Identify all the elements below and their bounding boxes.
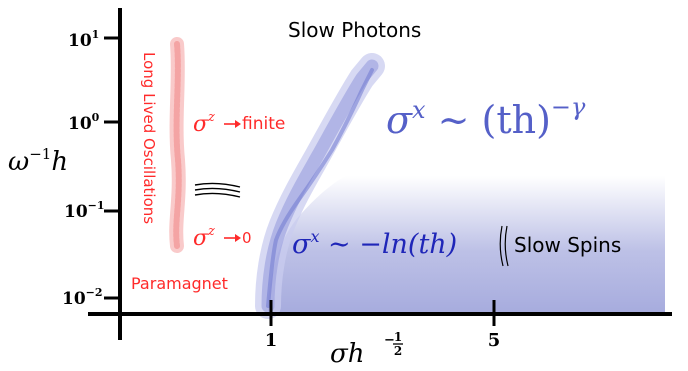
x-tick-label: 1	[265, 330, 278, 351]
axis-break-mark	[194, 182, 241, 198]
svg-text:−: −	[384, 333, 395, 348]
y-tick-label: 10−2	[62, 286, 103, 309]
y-tick-label: 101	[68, 28, 99, 51]
y-tick-label: 10−1	[64, 199, 105, 222]
crossover-band	[255, 53, 385, 319]
slow-spins-region	[268, 176, 665, 312]
svg-text:2: 2	[394, 344, 402, 358]
paramagnet-label: Paramagnet	[131, 274, 228, 293]
sigma-z-zero-annotation: σz 0	[193, 224, 252, 251]
x-tick-label: 5	[488, 330, 501, 351]
x-axis-label: σh	[330, 339, 365, 369]
svg-text:σz: σz	[193, 224, 215, 251]
x-axis-label-exponent: − 1 2	[384, 330, 403, 358]
slow-spins-label: Slow Spins	[514, 233, 621, 257]
svg-text:finite: finite	[242, 114, 285, 134]
power-law-formula: σx ∼ (th)−γ	[386, 93, 586, 142]
log-law-formula: σx ∼ −ln(th)	[292, 227, 457, 260]
sigma-z-finite-annotation: σz finite	[193, 110, 285, 137]
y-tick-label: 100	[68, 111, 100, 134]
svg-text:σz: σz	[193, 110, 215, 137]
long-lived-band	[169, 37, 186, 253]
svg-text:0: 0	[242, 229, 252, 247]
y-axis-label: ω−1h	[8, 145, 68, 177]
slow-photons-label: Slow Photons	[288, 18, 421, 42]
long-lived-oscillations-label: Long Lived Oscillations	[140, 52, 158, 224]
svg-text:1: 1	[394, 330, 402, 344]
region-break-mark	[499, 225, 509, 267]
